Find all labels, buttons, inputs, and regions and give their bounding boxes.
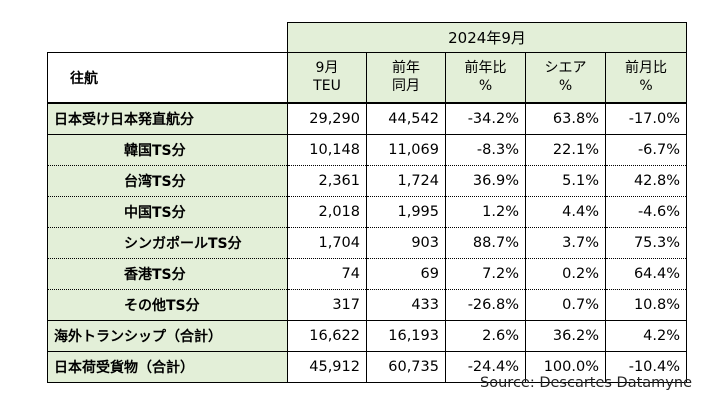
row-label: 韓国TS分 [47,134,288,166]
cell-share: 100.0% [525,351,606,383]
cell-yoy: 36.9% [445,165,526,197]
cell-teu: 74 [287,258,367,290]
container-statistics-table: 2024年9月 往航 9月 TEU 前年 同月 前年比% シエア% 前月比% 日本受… [47,22,688,383]
cell-share: 4.4% [525,196,606,228]
cell-share: 22.1% [525,134,606,166]
cell-teu: 1,704 [287,227,367,259]
cell-prev-year: 903 [366,227,446,259]
cell-yoy: -8.3% [445,134,526,166]
row-header-label: 往航 [47,52,288,104]
row-label: 海外トランシップ（合計） [47,320,288,352]
row-label: 香港TS分 [47,258,288,290]
cell-teu: 45,912 [287,351,367,383]
cell-prev-year: 1,724 [366,165,446,197]
table-row: 日本受け日本発直航分 29,290 44,542 -34.2% 63.8% -1… [47,103,688,135]
cell-mom: 10.8% [604,289,688,321]
cell-share: 36.2% [525,320,606,352]
table-row: 台湾TS分 2,361 1,724 36.9% 5.1% 42.8% [47,165,688,197]
table-row: 香港TS分 74 69 7.2% 0.2% 64.4% [47,258,688,290]
table-row: 韓国TS分 10,148 11,069 -8.3% 22.1% -6.7% [47,134,688,166]
cell-teu: 16,622 [287,320,367,352]
cell-prev-year: 433 [366,289,446,321]
source-note: Source: Descartes Datamyne [480,375,692,391]
cell-prev-year: 44,542 [366,103,446,135]
cell-teu: 29,290 [287,103,367,135]
cell-mom: -4.6% [604,196,688,228]
row-label: 日本荷受貨物（合計） [47,351,288,383]
row-label: 日本受け日本発直航分 [47,103,288,135]
table-row: その他TS分 317 433 -26.8% 0.7% 10.8% [47,289,688,321]
cell-share: 3.7% [525,227,606,259]
cell-prev-year: 16,193 [366,320,446,352]
cell-yoy: -24.4% [445,351,526,383]
cell-yoy: 1.2% [445,196,526,228]
cell-mom: -6.7% [604,134,688,166]
cell-teu: 10,148 [287,134,367,166]
col-header-yoy: 前年比% [445,52,526,104]
row-label: シンガポールTS分 [47,227,288,259]
cell-share: 5.1% [525,165,606,197]
cell-teu: 2,361 [287,165,367,197]
period-header: 2024年9月 [286,22,688,53]
cell-teu: 2,018 [287,196,367,228]
col-header-share: シエア% [525,52,606,104]
col-header-teu: 9月 TEU [287,52,367,104]
row-label: 中国TS分 [47,196,288,228]
cell-yoy: -34.2% [445,103,526,135]
table-row: 海外トランシップ（合計） 16,622 16,193 2.6% 36.2% 4.… [47,320,688,352]
table-row: 日本荷受貨物（合計） 45,912 60,735 -24.4% 100.0% -… [47,351,688,383]
cell-teu: 317 [287,289,367,321]
cell-yoy: 7.2% [445,258,526,290]
cell-prev-year: 60,735 [366,351,446,383]
cell-yoy: -26.8% [445,289,526,321]
blank-corner [48,23,288,53]
col-header-prev-year: 前年 同月 [366,52,446,104]
cell-mom: -17.0% [604,103,688,135]
table-row: シンガポールTS分 1,704 903 88.7% 3.7% 75.3% [47,227,688,259]
col-header-mom: 前月比% [604,52,688,104]
row-label: その他TS分 [47,289,288,321]
cell-mom: -10.4% [604,351,688,383]
cell-share: 63.8% [525,103,606,135]
row-label: 台湾TS分 [47,165,288,197]
cell-mom: 64.4% [604,258,688,290]
cell-prev-year: 1,995 [366,196,446,228]
cell-yoy: 88.7% [445,227,526,259]
cell-mom: 75.3% [604,227,688,259]
cell-share: 0.2% [525,258,606,290]
cell-mom: 42.8% [604,165,688,197]
cell-share: 0.7% [525,289,606,321]
cell-prev-year: 69 [366,258,446,290]
cell-mom: 4.2% [604,320,688,352]
table-row: 中国TS分 2,018 1,995 1.2% 4.4% -4.6% [47,196,688,228]
cell-yoy: 2.6% [445,320,526,352]
cell-prev-year: 11,069 [366,134,446,166]
